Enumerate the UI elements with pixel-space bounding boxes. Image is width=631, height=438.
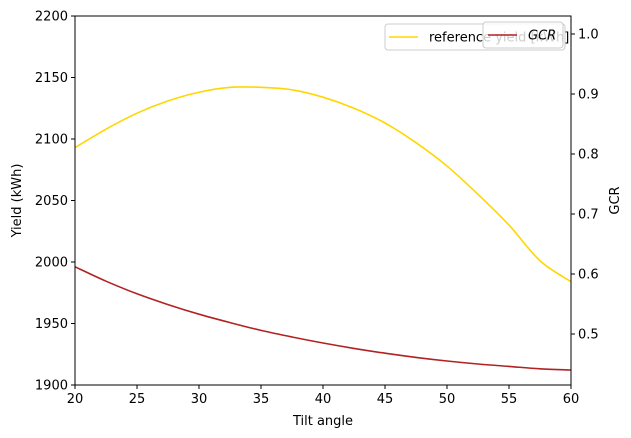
y-tick-label: 1950	[35, 317, 68, 332]
y-tick-label: 2050	[35, 194, 68, 209]
x-tick-label: 50	[439, 392, 456, 407]
y2-tick-label: 0.7	[578, 208, 599, 223]
y2-axis-label: GCR	[608, 186, 623, 214]
x-tick-label: 35	[253, 392, 270, 407]
y-tick-label: 1900	[35, 379, 68, 394]
legend-box	[482, 21, 564, 49]
x-tick-label: 20	[67, 392, 84, 407]
series-layer	[74, 86, 572, 371]
y2-tick-label: 0.9	[578, 88, 599, 103]
y-tick-label: 2000	[35, 256, 68, 271]
x-tick-label: 40	[315, 392, 332, 407]
x-tick-label: 25	[129, 392, 146, 407]
y-tick-label: 2100	[35, 133, 68, 148]
x-tick-label: 30	[191, 392, 208, 407]
y-tick-label: 2150	[35, 71, 68, 86]
y2-tick-label: 0.5	[578, 328, 599, 343]
plot-background	[75, 16, 571, 385]
x-tick-label: 60	[563, 392, 580, 407]
legend-layer: reference yield [kWh]GCR	[384, 21, 569, 51]
axes-layer: 20 25 30 35 40 45 50 55 60 1900 1950 2000 2050 2100 21…	[35, 10, 599, 408]
y2-tick-label: 0.6	[578, 268, 599, 283]
series-line-gcr	[74, 266, 572, 371]
series-line-reference-yield	[74, 86, 572, 283]
y-axis-label: Yield (kWh)	[10, 164, 25, 239]
x-tick-label: 45	[377, 392, 394, 407]
plot-area	[75, 16, 571, 385]
legend-label: GCR	[528, 29, 556, 44]
y-tick-label: 2200	[35, 10, 68, 25]
y2-tick-label: 0.8	[578, 148, 599, 163]
x-tick-label: 55	[501, 392, 518, 407]
y2-tick-label: 1.0	[578, 28, 599, 43]
legend-gcr: GCR	[482, 21, 564, 49]
x-axis-label: Tilt angle	[292, 414, 353, 429]
